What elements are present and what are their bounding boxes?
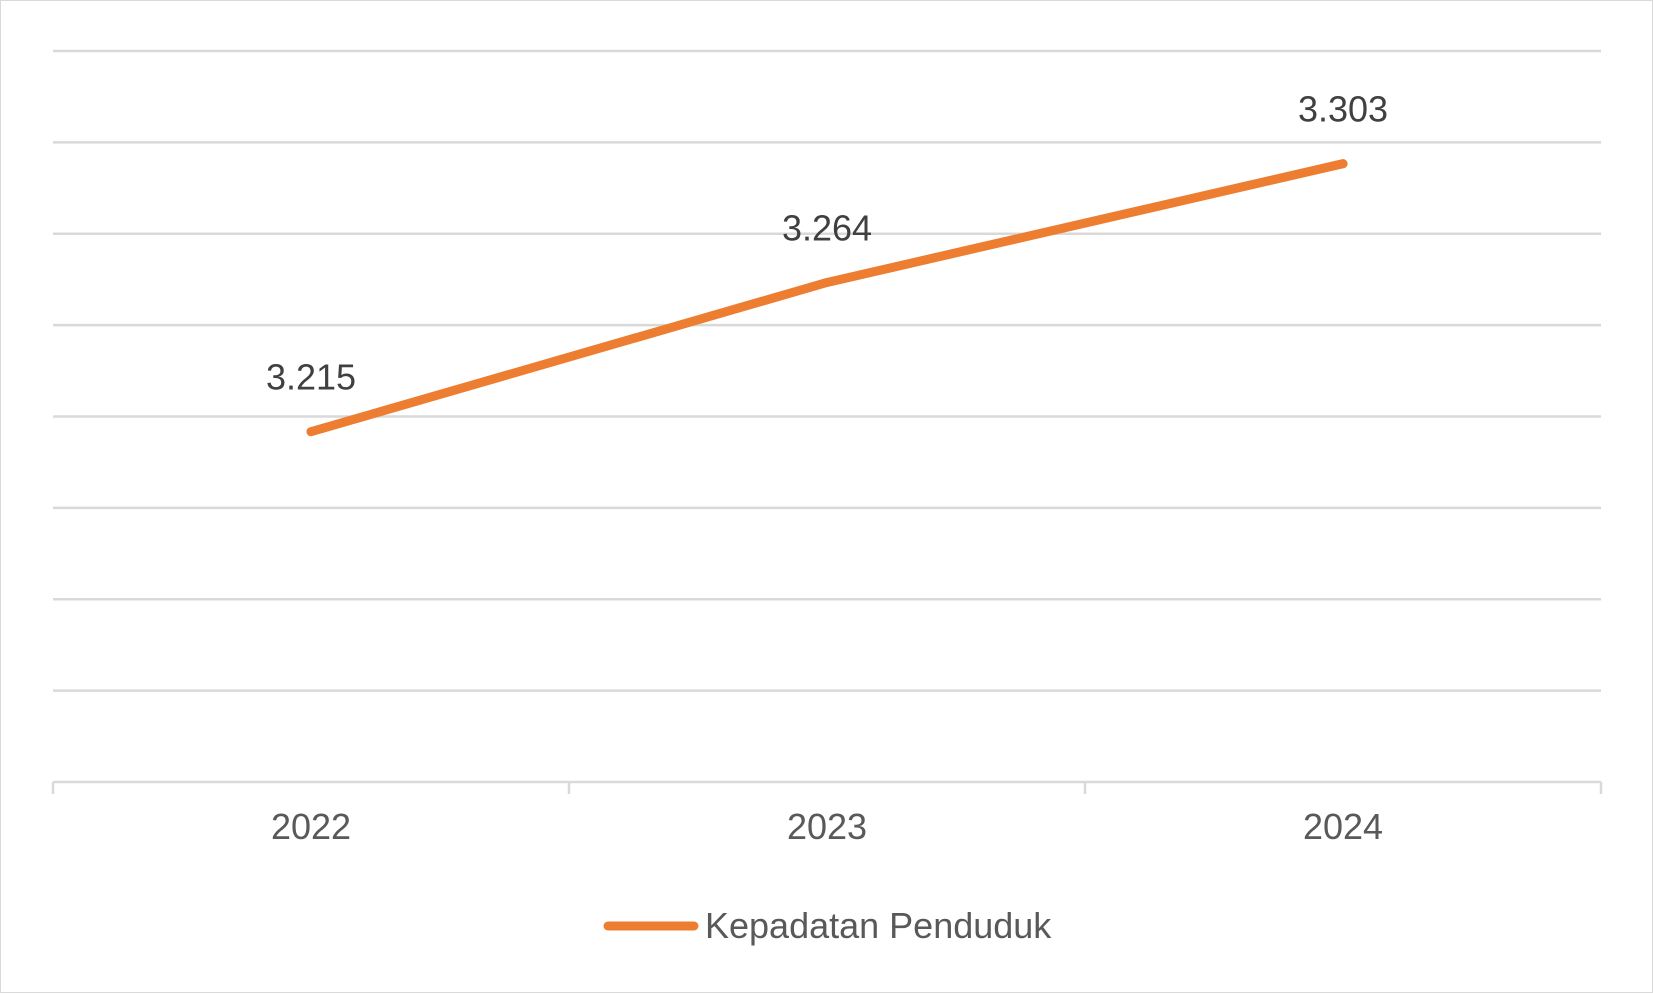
- x-tick-label: 2024: [1303, 806, 1383, 847]
- data-labels: 3.215 3.264 3.303: [266, 89, 1388, 398]
- series-layer: [306, 159, 1348, 437]
- x-axis: 2022 2023 2024: [51, 780, 1603, 847]
- data-point: [822, 277, 832, 287]
- data-label: 3.264: [782, 207, 872, 248]
- data-point: [306, 427, 316, 437]
- x-tick-label: 2023: [787, 806, 867, 847]
- series-line-kepadatan-penduduk: [306, 159, 1348, 437]
- data-label: 3.215: [266, 357, 356, 398]
- gridlines: [53, 49, 1601, 692]
- data-point: [1338, 159, 1348, 169]
- data-label: 3.303: [1298, 89, 1388, 130]
- legend-label: Kepadatan Penduduk: [705, 905, 1052, 946]
- legend: Kepadatan Penduduk: [603, 905, 1052, 946]
- x-tick-label: 2022: [271, 806, 351, 847]
